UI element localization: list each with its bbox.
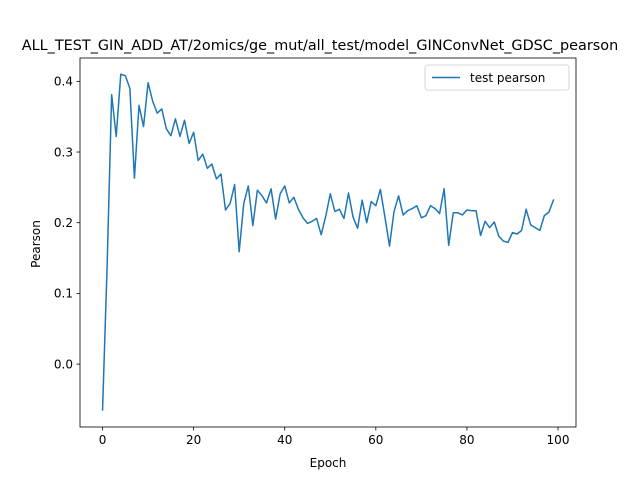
y-tick-label: 0.3 (54, 145, 73, 159)
x-tick-label: 80 (459, 433, 474, 447)
y-axis-label: Pearson (29, 220, 43, 268)
legend-box (424, 64, 570, 91)
x-axis-label: Epoch (310, 456, 347, 470)
x-tick-label: 20 (186, 433, 201, 447)
legend-label-0: test pearson (470, 71, 545, 85)
y-tick-label: 0.1 (54, 287, 73, 301)
series-line-0 (101, 73, 555, 411)
axes-frame (79, 57, 577, 428)
x-tick-label: 60 (368, 433, 383, 447)
y-tick-label: 0.4 (54, 75, 73, 89)
y-tick-label: 0.2 (54, 216, 73, 230)
legend: test pearson (424, 64, 570, 91)
x-tick-label: 0 (99, 433, 107, 447)
chart-title: ALL_TEST_GIN_ADD_AT/2omics/ge_mut/all_te… (22, 38, 618, 54)
plot-area: 0 20 40 60 80 100 0.0 0.1 0.2 0.3 0.4 (54, 57, 577, 447)
x-tick-label: 100 (547, 433, 570, 447)
x-tick-label: 40 (277, 433, 292, 447)
y-tick-label: 0.0 (54, 357, 73, 371)
